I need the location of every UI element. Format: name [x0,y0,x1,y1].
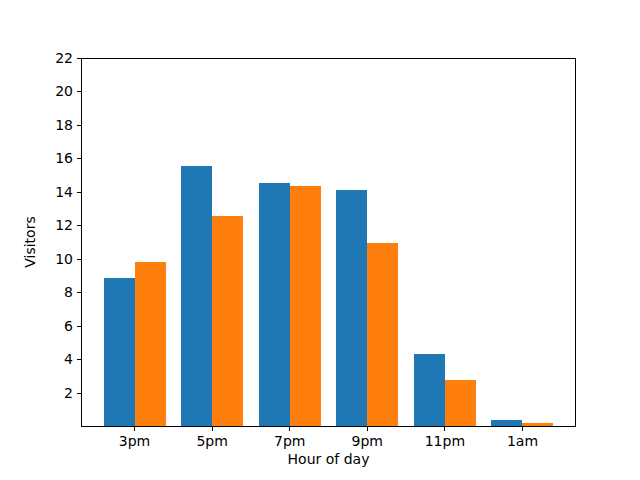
bar-series-2-9pm [367,243,398,426]
bar-series-1-11pm [414,354,445,426]
x-tick-label: 9pm [327,433,407,450]
y-tick-label: 20 [0,83,73,100]
y-tick-label: 4 [0,351,73,368]
x-tick-label: 7pm [250,433,330,450]
y-tick-mark [77,225,81,226]
bar-series-1-9pm [336,190,367,426]
bar-series-1-1am [491,420,522,426]
bar-series-2-7pm [290,186,321,426]
x-tick-mark [134,427,135,431]
y-tick-mark [77,393,81,394]
y-tick-label: 8 [0,284,73,301]
bar-series-1-3pm [104,278,135,426]
y-tick-mark [77,259,81,260]
y-tick-mark [77,359,81,360]
x-tick-label: 5pm [172,433,252,450]
y-tick-mark [77,292,81,293]
y-tick-mark [77,125,81,126]
x-tick-mark [367,427,368,431]
plot-area [81,58,576,427]
x-tick-label: 1am [482,433,562,450]
y-tick-label: 6 [0,318,73,335]
x-tick-mark [522,427,523,431]
y-tick-label: 14 [0,184,73,201]
x-tick-mark [289,427,290,431]
y-tick-label: 18 [0,117,73,134]
bar-series-1-7pm [259,183,290,426]
x-tick-label: 3pm [95,433,175,450]
y-tick-mark [77,326,81,327]
y-tick-mark [77,158,81,159]
bar-series-2-3pm [135,262,166,426]
y-tick-label: 22 [0,50,73,67]
y-tick-mark [77,91,81,92]
bar-series-2-11pm [445,380,476,426]
y-tick-label: 16 [0,150,73,167]
x-tick-mark [444,427,445,431]
y-tick-mark [77,58,81,59]
y-axis-label: Visitors [22,216,39,267]
figure: 246810121416182022 3pm5pm7pm9pm11pm1am V… [0,0,640,480]
bar-series-2-5pm [212,216,243,426]
x-axis-label: Hour of day [81,451,576,468]
x-tick-mark [212,427,213,431]
x-tick-label: 11pm [405,433,485,450]
bar-series-2-1am [522,423,553,426]
bar-series-1-5pm [181,166,212,426]
y-tick-label: 2 [0,385,73,402]
y-tick-mark [77,192,81,193]
